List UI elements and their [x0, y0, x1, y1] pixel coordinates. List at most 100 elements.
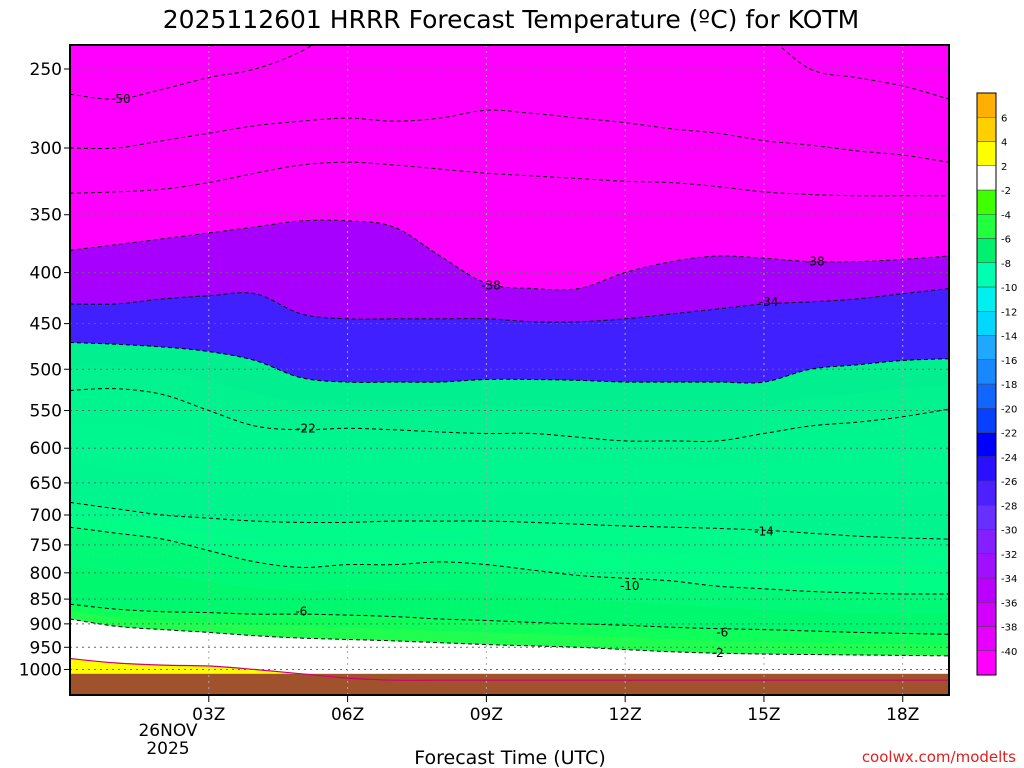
- colorbar: -40-38-36-34-32-30-28-26-24-22-20-18-16-…: [976, 92, 1017, 676]
- y-tick-label: 350: [30, 206, 62, 226]
- isotherm-contours: [70, 45, 949, 681]
- colorbar-swatch: [976, 650, 997, 676]
- date-label-year: 2025: [146, 739, 189, 759]
- x-tick-label: 03Z: [192, 705, 225, 725]
- contour-label: -10: [620, 579, 640, 593]
- x-tick-label: 12Z: [609, 705, 642, 725]
- y-tick-label: 800: [30, 564, 62, 584]
- y-tick-label: 600: [30, 439, 62, 459]
- colorbar-swatch: [976, 286, 997, 312]
- colorbar-label: 4: [1001, 138, 1007, 149]
- y-tick-label: 300: [30, 139, 62, 159]
- plot-frame: [69, 44, 950, 696]
- colorbar-label: -24: [1001, 453, 1017, 464]
- colorbar-swatch: [976, 529, 997, 554]
- y-tick-label: 1000: [19, 661, 62, 681]
- colorbar-swatch: [976, 626, 997, 651]
- x-axis-ticks: 03Z 06Z 09Z 12Z 15Z 18Z: [192, 695, 919, 725]
- contour-label: -6: [716, 625, 728, 639]
- y-tick-label: 250: [30, 60, 62, 80]
- colorbar-label: -30: [1001, 526, 1017, 537]
- ground-layer: [70, 673, 949, 695]
- contour-label: -38: [481, 278, 501, 292]
- y-tick-label: 450: [30, 315, 62, 335]
- colorbar-swatch: [976, 553, 997, 579]
- colorbar-label: -38: [1001, 623, 1017, 634]
- fill-band-top--38: [70, 45, 949, 290]
- isotherm--6: [70, 603, 949, 635]
- x-tick-label: 18Z: [886, 705, 919, 725]
- colorbar-swatch: [976, 602, 997, 627]
- y-tick-label: 550: [30, 402, 62, 422]
- contour-label: -50: [111, 92, 131, 106]
- colorbar-swatch: [976, 383, 997, 409]
- colorbar-label: -10: [1001, 283, 1017, 294]
- y-tick-label: 950: [30, 638, 62, 658]
- y-tick-label: 750: [30, 536, 62, 556]
- colorbar-label: -36: [1001, 598, 1017, 609]
- colorbar-swatch: [976, 480, 997, 506]
- colorbar-label: -22: [1001, 429, 1017, 440]
- colorbar-label: -28: [1001, 501, 1017, 512]
- colorbar-swatch: [976, 311, 997, 336]
- isotherm--10: [70, 526, 949, 595]
- colorbar-label: -14: [1001, 332, 1017, 343]
- contour-label: -14: [754, 524, 774, 538]
- x-axis-label: Forecast Time (UTC): [414, 747, 605, 768]
- y-tick-label: 500: [30, 360, 62, 380]
- colorbar-label: -12: [1001, 307, 1017, 318]
- colorbar-swatch: [976, 408, 997, 433]
- colorbar-swatch: [976, 359, 997, 385]
- colorbar-swatch: [976, 238, 997, 263]
- isotherm--42: [70, 161, 949, 197]
- y-tick-label: 900: [30, 615, 62, 635]
- colorbar-label: -8: [1001, 259, 1011, 270]
- colorbar-label: -34: [1001, 574, 1017, 585]
- isotherm-2: [70, 657, 949, 681]
- isotherm--50: [70, 45, 949, 100]
- colorbar-label: -4: [1001, 210, 1011, 221]
- isotherm--34: [70, 288, 949, 323]
- colorbar-swatch: [976, 577, 997, 603]
- colorbar-label: -2: [1001, 186, 1011, 197]
- colorbar-swatch: [976, 141, 997, 166]
- colorbar-label: -32: [1001, 550, 1017, 561]
- colorbar-swatch: [976, 117, 997, 142]
- colorbar-label: -40: [1001, 647, 1017, 658]
- colorbar-label: -16: [1001, 356, 1017, 367]
- temperature-fill-layer: [70, 45, 949, 695]
- y-tick-label: 400: [30, 264, 62, 284]
- colorbar-swatch: [976, 92, 997, 118]
- colorbar-swatch: [976, 189, 997, 215]
- colorbar-label: -20: [1001, 404, 1017, 415]
- colorbar-swatch: [976, 214, 997, 239]
- isotherm--38: [70, 219, 949, 291]
- ground-surface: [70, 673, 949, 695]
- colorbar-swatch: [976, 432, 997, 457]
- date-label-day: 26NOV: [138, 721, 197, 741]
- contour-label: -6: [295, 605, 307, 619]
- colorbar-swatch: [976, 335, 997, 360]
- x-tick-label: 09Z: [470, 705, 503, 725]
- isotherm--22: [70, 388, 949, 442]
- colorbar-label: -18: [1001, 380, 1017, 391]
- contour-label: -22: [296, 421, 316, 435]
- colorbar-label: 2: [1001, 162, 1007, 173]
- credit-text: coolwx.com/modelts: [862, 748, 1016, 766]
- colorbar-swatch: [976, 165, 997, 191]
- grid-lines: [70, 45, 949, 695]
- colorbar-label: -6: [1001, 235, 1011, 246]
- y-tick-label: 700: [30, 506, 62, 526]
- colorbar-swatch: [976, 456, 997, 482]
- isotherm--30: [70, 341, 949, 384]
- isotherm--2: [70, 618, 949, 657]
- y-axis-ticks: 250 300 350 400 450 500 550 600 650 700 750 800 850 9…: [19, 60, 70, 681]
- contour-label: -2: [712, 646, 724, 660]
- contour-label: -34: [759, 295, 779, 309]
- isotherm--46: [70, 109, 949, 163]
- chart-title: 2025112601 HRRR Forecast Temperature (ºC…: [163, 5, 859, 34]
- colorbar-swatch: [976, 505, 997, 530]
- colorbar-swatch: [976, 262, 997, 288]
- contour-labels: -50 -38 -38 -34 -22 -14 -10 -6 -6 -2: [111, 92, 825, 660]
